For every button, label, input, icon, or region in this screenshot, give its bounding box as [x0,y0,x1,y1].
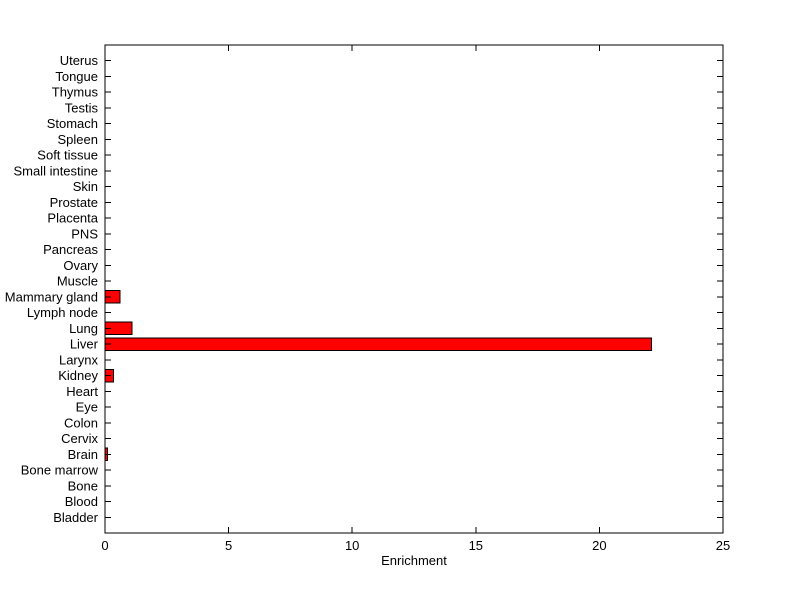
y-tick-label-bladder: Bladder [53,510,98,525]
y-tick-label-testis: Testis [65,100,99,115]
y-tick-label-stomach: Stomach [47,116,98,131]
y-tick-label-cervix: Cervix [61,431,98,446]
y-tick-label-larynx: Larynx [59,352,99,367]
y-tick-label-ovary: Ovary [63,258,98,273]
y-tick-label-skin: Skin [73,179,98,194]
bar-liver [104,337,652,351]
x-tick-label: 15 [469,538,483,553]
y-tick-label-eye: Eye [76,400,98,415]
y-tick-label-soft-tissue: Soft tissue [37,148,98,163]
x-tick-label: 10 [345,538,359,553]
y-tick-label-thymus: Thymus [52,85,99,100]
y-tick-label-bone-marrow: Bone marrow [21,463,99,478]
y-tick-label-colon: Colon [64,415,98,430]
plot-box [104,44,724,534]
x-tick-label: 5 [225,538,232,553]
x-tick-label: 25 [716,538,730,553]
y-tick-label-kidney: Kidney [58,368,98,383]
y-tick-label-blood: Blood [65,494,98,509]
y-tick-label-pancreas: Pancreas [43,242,98,257]
y-tick-label-lung: Lung [69,321,98,336]
y-tick-label-muscle: Muscle [57,274,98,289]
y-tick-label-brain: Brain [68,447,98,462]
y-tick-label-tongue: Tongue [55,69,98,84]
y-tick-label-spleen: Spleen [58,132,98,147]
y-tick-label-prostate: Prostate [50,195,98,210]
y-tick-label-placenta: Placenta [47,211,98,226]
y-tick-label-mammary-gland: Mammary gland [5,289,98,304]
y-tick-label-pns: PNS [71,226,98,241]
y-tick-label-lymph-node: Lymph node [27,305,98,320]
x-tick-label: 0 [101,538,108,553]
y-tick-label-liver: Liver [70,337,99,352]
x-tick-label: 20 [592,538,606,553]
y-tick-label-uterus: Uterus [60,53,99,68]
y-tick-label-bone: Bone [68,478,98,493]
x-axis-label: Enrichment [381,553,447,568]
y-tick-label-heart: Heart [66,384,98,399]
y-tick-label-small-intestine: Small intestine [13,163,98,178]
